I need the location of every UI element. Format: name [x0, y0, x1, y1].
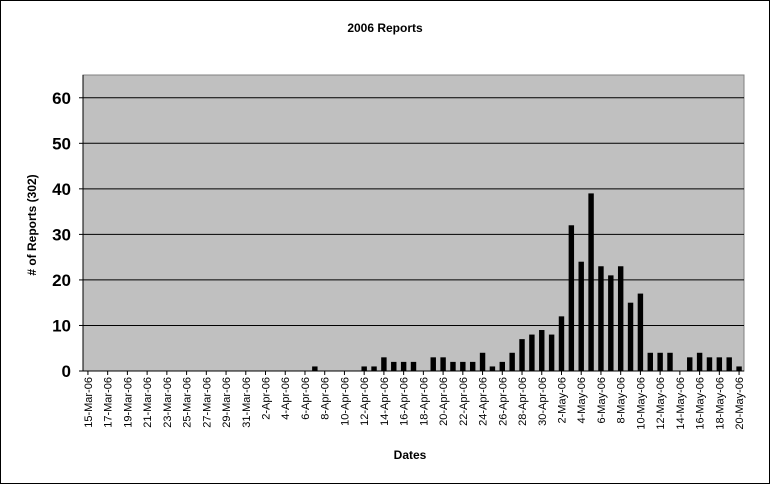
bar: [509, 352, 515, 371]
x-tick-label: 30-Apr-06: [537, 377, 549, 426]
x-tick-label: 24-Apr-06: [478, 377, 490, 426]
bar: [706, 357, 713, 371]
x-tick-label: 18-Apr-06: [418, 377, 430, 426]
bar: [736, 366, 742, 371]
bar: [381, 357, 387, 371]
bar: [687, 357, 693, 371]
x-tick-label: 28-Apr-06: [517, 377, 529, 426]
x-tick-label: 8-Apr-06: [320, 377, 332, 420]
bar: [440, 357, 446, 371]
x-tick-label: 4-Apr-06: [280, 377, 292, 420]
bar: [726, 357, 732, 371]
x-tick-label: 14-Apr-06: [379, 377, 391, 426]
x-tick-label: 6-Apr-06: [300, 377, 312, 420]
x-tick-label: 16-Apr-06: [399, 377, 411, 426]
y-tick-label: 10: [52, 316, 71, 335]
bar: [608, 275, 614, 371]
x-tick-label: 23-Mar-06: [162, 377, 174, 428]
bar: [312, 366, 318, 371]
y-tick-label: 0: [62, 362, 71, 381]
bar: [430, 357, 436, 371]
bar: [617, 266, 624, 371]
x-tick-label: 2-Apr-06: [261, 377, 273, 420]
bar: [519, 339, 525, 371]
bar: [479, 352, 486, 371]
bar: [499, 361, 506, 371]
x-tick-label: 8-May-06: [616, 377, 628, 423]
bar: [548, 334, 555, 371]
bar: [489, 366, 496, 371]
x-tick-label: 18-May-06: [714, 377, 726, 430]
x-tick-label: 29-Mar-06: [221, 377, 233, 428]
plot-area: [82, 74, 745, 372]
y-tick-label: 60: [52, 89, 71, 108]
y-tick-label: 50: [52, 134, 71, 153]
x-tick-label: 4-May-06: [576, 377, 588, 423]
bar: [558, 316, 565, 371]
x-tick-label: 6-May-06: [596, 377, 608, 423]
y-tick-label: 30: [52, 225, 71, 244]
bar: [361, 366, 367, 371]
x-tick-label: 17-Mar-06: [103, 377, 115, 428]
bar: [588, 193, 594, 371]
bar: [568, 225, 575, 371]
x-tick-label: 12-Apr-06: [359, 377, 371, 426]
x-tick-label: 31-Mar-06: [241, 377, 253, 428]
bar: [716, 357, 723, 371]
x-tick-label: 25-Mar-06: [182, 377, 194, 428]
x-tick-label: 14-May-06: [675, 377, 687, 430]
bar: [667, 352, 673, 371]
y-tick-label: 20: [52, 271, 71, 290]
x-tick-label: 27-Mar-06: [201, 377, 213, 428]
x-tick-label: 12-May-06: [655, 377, 667, 430]
bar: [469, 361, 476, 371]
bar: [450, 361, 456, 371]
bar: [371, 366, 377, 371]
x-tick-label: 26-Apr-06: [497, 377, 509, 426]
x-tick-label: 15-Mar-06: [83, 377, 95, 428]
x-axis-title: Dates: [394, 448, 427, 462]
bar: [627, 302, 634, 371]
y-tick-label: 40: [52, 180, 71, 199]
x-tick-label: 21-Mar-06: [142, 377, 154, 428]
bar: [460, 361, 466, 371]
y-axis-title: # of Reports (302): [25, 174, 39, 275]
x-tick-label: 20-Apr-06: [438, 377, 450, 426]
x-tick-label: 10-Apr-06: [339, 377, 351, 426]
bar: [647, 352, 653, 371]
x-tick-label: 22-Apr-06: [458, 377, 470, 426]
x-tick-label: 10-May-06: [635, 377, 647, 430]
bar: [696, 352, 703, 371]
bar: [391, 361, 397, 371]
chart-title: 2006 Reports: [347, 21, 423, 35]
bar: [529, 334, 535, 371]
bar: [578, 261, 584, 371]
x-tick-label: 2-May-06: [556, 377, 568, 423]
bar: [598, 266, 604, 371]
x-tick-label: 19-Mar-06: [122, 377, 134, 428]
bar: [657, 352, 663, 371]
bar: [637, 293, 644, 371]
bar: [410, 361, 417, 371]
bar: [400, 361, 407, 371]
bar: [539, 330, 545, 371]
x-tick-label: 20-May-06: [734, 377, 746, 430]
x-tick-label: 16-May-06: [695, 377, 707, 430]
